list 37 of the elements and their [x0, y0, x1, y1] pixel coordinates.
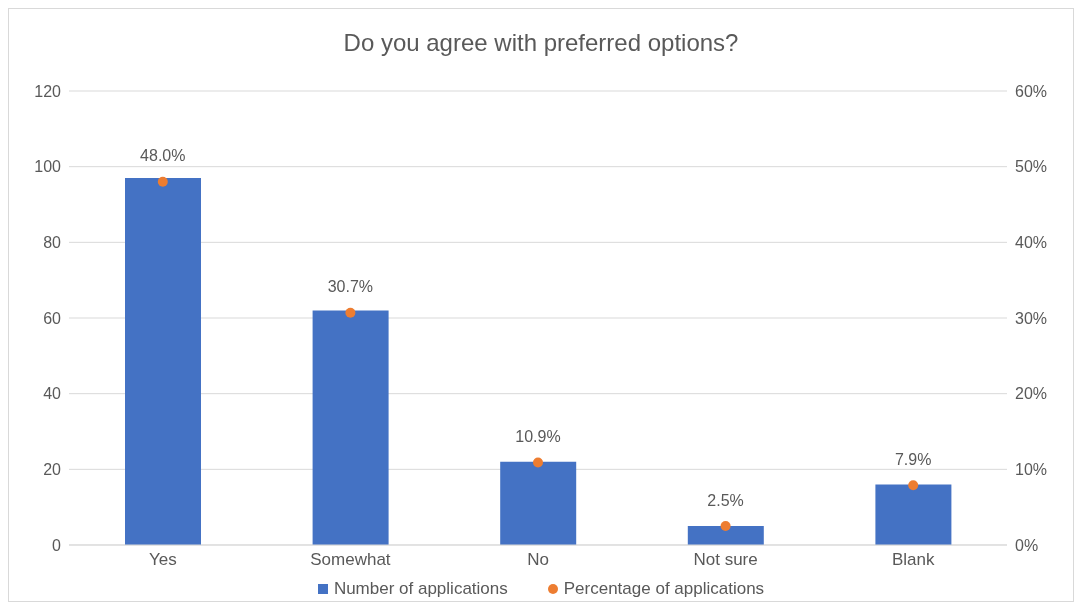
y-tick-label: 80: [43, 234, 62, 252]
legend-label: Percentage of applications: [562, 579, 765, 599]
y-tick-label: 20: [43, 461, 62, 479]
y2-tick-label: 0%: [1015, 536, 1039, 554]
point: [720, 521, 731, 532]
y-tick-label: 120: [34, 82, 62, 100]
y-tick-label: 60: [43, 309, 62, 327]
x-tick-label: Yes: [148, 550, 177, 570]
bar: [500, 461, 577, 545]
data-label: 7.9%: [894, 450, 932, 468]
y2-tick-label: 20%: [1015, 385, 1048, 403]
x-tick-label: Not sure: [693, 550, 758, 570]
data-label: 10.9%: [515, 428, 561, 446]
y-tick-label: 100: [34, 158, 62, 176]
bar: [125, 178, 201, 545]
x-tick-label: Blank: [891, 550, 935, 570]
x-tick-label: Somewhat: [310, 550, 391, 570]
point: [533, 457, 543, 468]
point: [908, 480, 919, 491]
point: [345, 307, 356, 318]
bar: [687, 526, 764, 545]
x-tick-label: No: [527, 550, 549, 570]
y-tick-label: 40: [43, 385, 62, 403]
y2-tick-label: 40%: [1015, 234, 1048, 252]
y-tick-label: 0: [52, 536, 62, 554]
data-label: 2.5%: [707, 491, 744, 509]
bar: [875, 484, 952, 545]
y2-tick-label: 10%: [1015, 461, 1048, 479]
legend-label: Number of applications: [332, 579, 508, 599]
y2-tick-label: 30%: [1015, 309, 1048, 327]
bar: [312, 310, 389, 545]
y2-tick-label: 50%: [1015, 158, 1048, 176]
y2-tick-label: 60%: [1015, 82, 1048, 100]
point: [157, 176, 168, 187]
chart-title: Do you agree with preferred options?: [342, 29, 740, 58]
data-label: 48.0%: [140, 147, 186, 165]
data-label: 30.7%: [327, 278, 374, 296]
